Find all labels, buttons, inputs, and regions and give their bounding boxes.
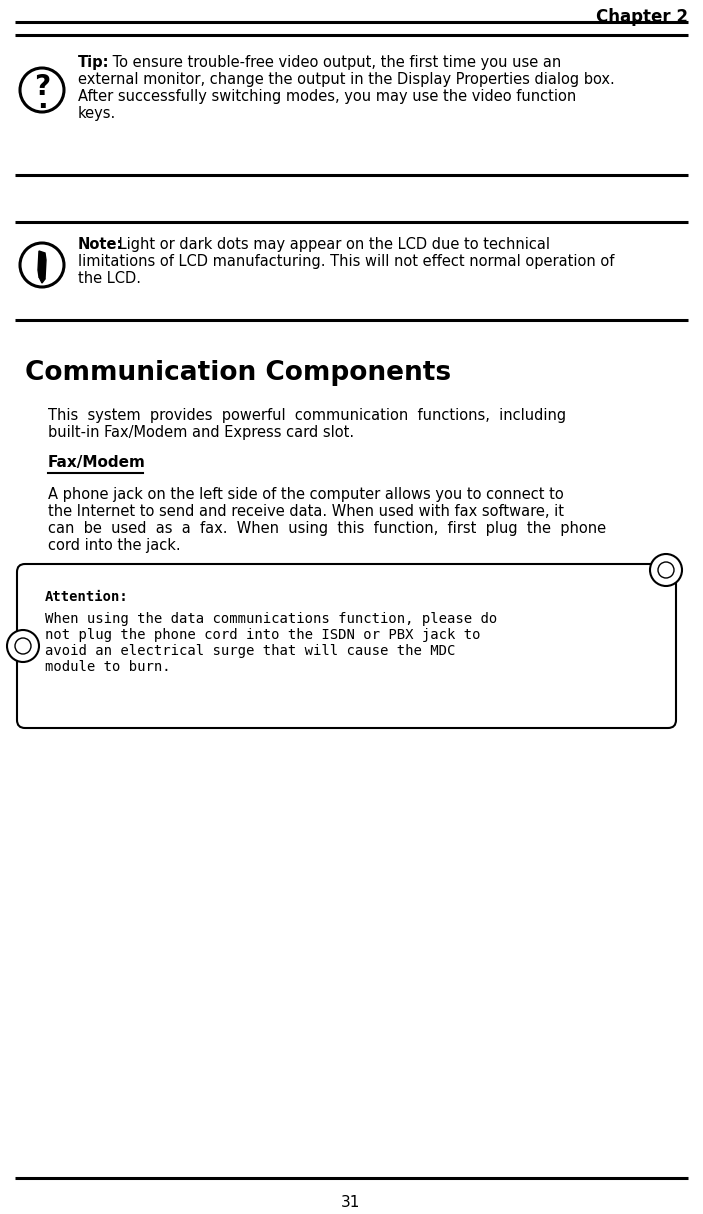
Text: Light or dark dots may appear on the LCD due to technical: Light or dark dots may appear on the LCD… (114, 237, 550, 253)
FancyBboxPatch shape (17, 565, 676, 728)
Text: Note:: Note: (78, 237, 123, 253)
Text: A phone jack on the left side of the computer allows you to connect to: A phone jack on the left side of the com… (48, 487, 564, 503)
Text: Communication Components: Communication Components (25, 361, 451, 386)
Text: Attention:: Attention: (45, 590, 129, 605)
Text: This  system  provides  powerful  communication  functions,  including: This system provides powerful communicat… (48, 408, 566, 422)
Text: After successfully switching modes, you may use the video function: After successfully switching modes, you … (78, 89, 576, 104)
Circle shape (650, 554, 682, 586)
Text: ?: ? (34, 73, 50, 101)
Text: When using the data communications function, please do: When using the data communications funct… (45, 612, 497, 626)
Polygon shape (39, 277, 45, 283)
Text: To ensure trouble-free video output, the first time you use an: To ensure trouble-free video output, the… (108, 55, 561, 70)
Text: not plug the phone cord into the ISDN or PBX jack to: not plug the phone cord into the ISDN or… (45, 628, 480, 642)
Text: built-in Fax/Modem and Express card slot.: built-in Fax/Modem and Express card slot… (48, 425, 354, 439)
Text: module to burn.: module to burn. (45, 660, 171, 674)
Text: can  be  used  as  a  fax.  When  using  this  function,  first  plug  the  phon: can be used as a fax. When using this fu… (48, 521, 606, 537)
Text: Fax/Modem: Fax/Modem (48, 455, 146, 470)
Polygon shape (38, 251, 46, 279)
Text: limitations of LCD manufacturing. This will not effect normal operation of: limitations of LCD manufacturing. This w… (78, 254, 614, 270)
Text: external monitor, change the output in the Display Properties dialog box.: external monitor, change the output in t… (78, 72, 614, 87)
Text: keys.: keys. (78, 106, 116, 121)
Text: Tip:: Tip: (78, 55, 110, 70)
Circle shape (7, 630, 39, 662)
Text: .: . (37, 86, 47, 114)
Text: 31: 31 (342, 1195, 361, 1210)
Text: cord into the jack.: cord into the jack. (48, 538, 181, 554)
Text: avoid an electrical surge that will cause the MDC: avoid an electrical surge that will caus… (45, 643, 456, 658)
Text: Chapter 2: Chapter 2 (596, 8, 688, 25)
Text: the LCD.: the LCD. (78, 271, 141, 287)
Text: the Internet to send and receive data. When used with fax software, it: the Internet to send and receive data. W… (48, 504, 564, 520)
